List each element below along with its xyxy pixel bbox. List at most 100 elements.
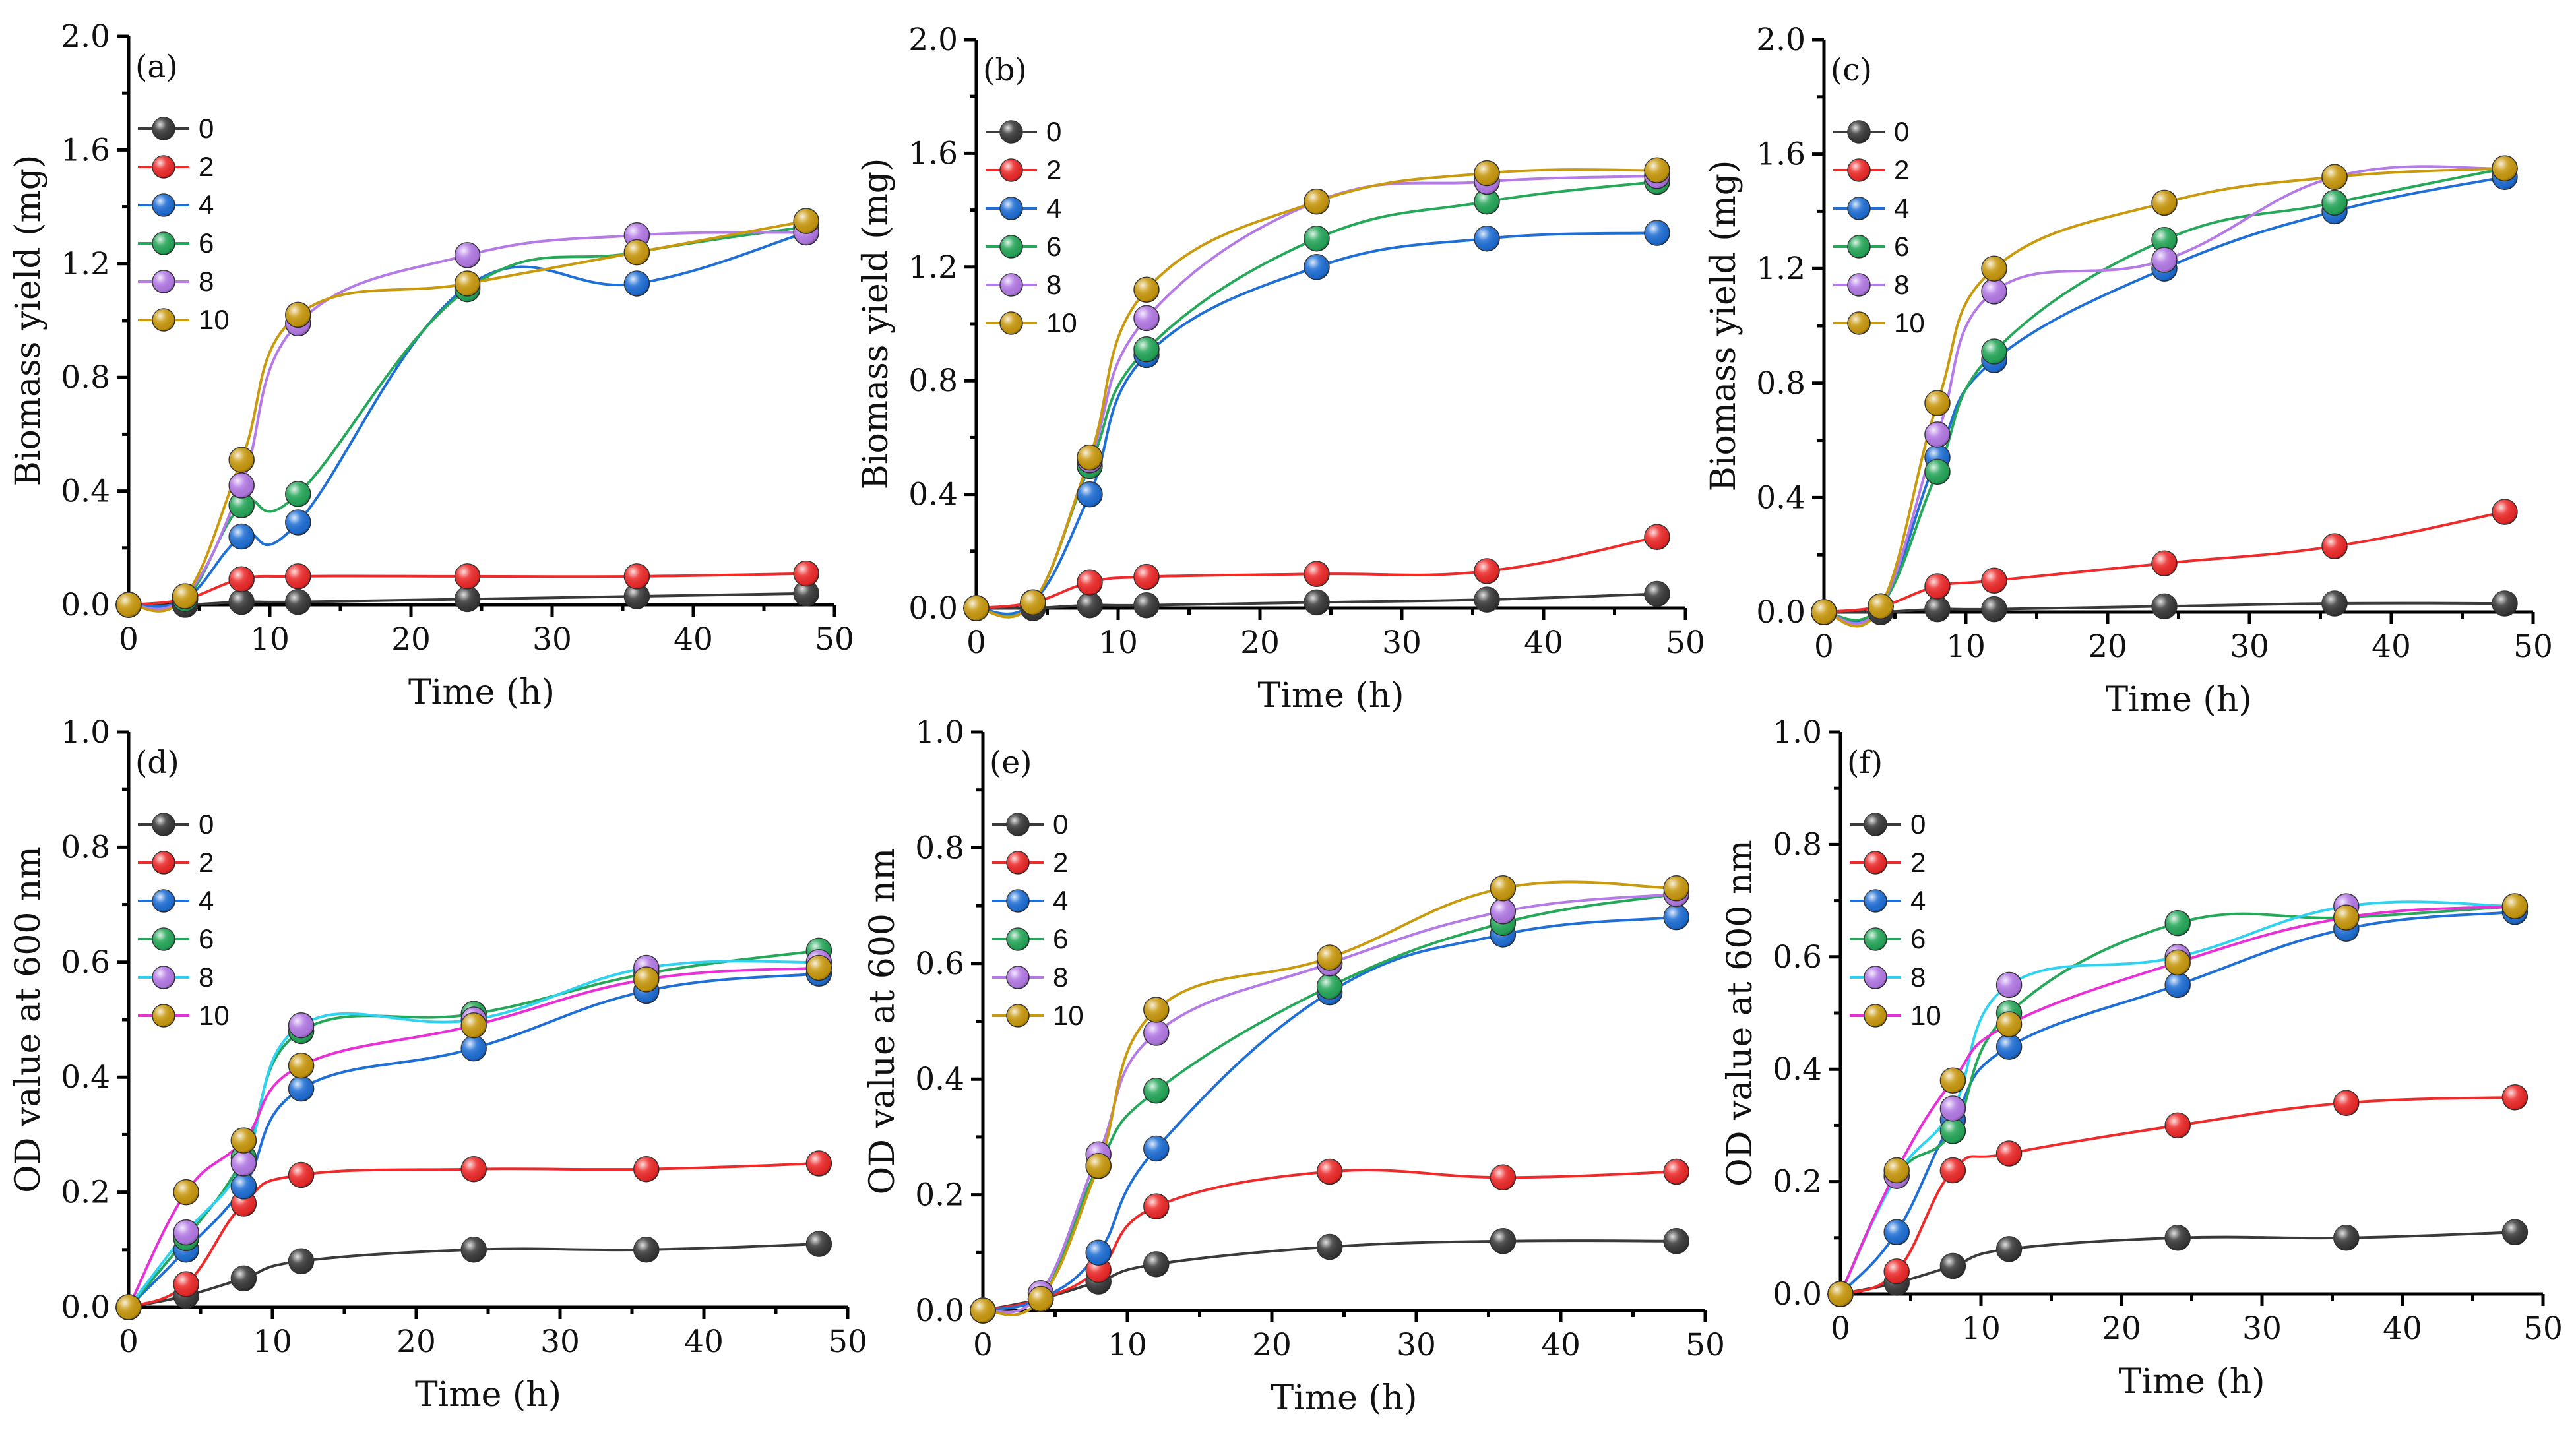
x-tick-label: 10 [250,621,290,658]
series-line-4 [982,915,1677,1312]
data-point-shading [1304,561,1329,587]
data-point-shading [806,955,832,981]
legend-label: 10 [1910,1000,1941,1031]
data-point-shading [1490,1228,1516,1254]
legend-marker-shading [1007,966,1029,989]
legend-marker-shading [1007,1004,1029,1027]
data-point-shading [2322,190,2347,216]
x-tick-label: 40 [2372,629,2411,665]
legend-label: 8 [1910,962,1926,993]
data-point-shading [2152,227,2177,253]
x-axis-title: Time (h) [1258,676,1404,716]
legend-marker-shading [1864,851,1887,874]
data-point-shading [2152,247,2177,273]
legend-marker-shading [1000,197,1022,220]
data-point-shading [964,596,989,621]
data-point-shading [455,270,480,296]
legend-marker-shading [1864,928,1887,950]
legend-marker-shading [1848,121,1870,143]
legend-marker-shading [152,117,175,140]
data-point-shading [1982,596,2007,622]
series-line-0 [128,592,807,607]
y-axis-title: Biomass yield (mg) [1704,160,1744,492]
legend-label: 2 [1894,154,1909,185]
x-tick-label: 40 [1524,625,1563,661]
data-point-shading [173,1219,199,1245]
data-point-shading [1304,590,1329,615]
data-point-shading [461,1156,487,1182]
legend-label: 0 [199,809,214,840]
y-tick-label: 0.0 [908,590,958,627]
data-point-shading [2322,164,2347,190]
legend-label: 6 [1053,923,1068,954]
data-point-shading [1304,189,1329,214]
data-point-shading [1925,573,1950,599]
x-tick-label: 50 [1666,625,1705,661]
legend-label: 4 [199,885,214,916]
x-axis-title: Time (h) [408,673,555,712]
data-point-shading [1884,1157,1910,1183]
y-tick-label: 1.0 [915,714,964,751]
legend-marker-shading [152,851,175,874]
legend-marker-shading [1000,235,1022,258]
data-point-shading [1317,1234,1342,1260]
data-point-shading [1077,570,1102,596]
x-tick-label: 30 [540,1324,580,1360]
series-line-0 [1840,1231,2515,1295]
data-point-shading [285,589,311,615]
data-point-shading [2333,1225,2359,1250]
data-point-shading [806,1151,832,1176]
legend-label: 2 [199,151,214,182]
y-tick-label: 0.2 [915,1177,964,1214]
data-point-shading [461,1012,487,1038]
data-point-shading [1884,1258,1910,1284]
data-point-shading [2152,594,2177,619]
data-point-shading [231,1151,257,1176]
data-point-shading [1028,1286,1053,1312]
legend-label: 6 [1894,231,1909,262]
data-point-shading [633,1237,659,1262]
data-point-shading [1982,339,2007,365]
data-point-shading [1996,972,2022,998]
panel-label: (b) [983,52,1027,88]
data-point-shading [1940,1157,1966,1183]
data-point-shading [1645,581,1670,607]
x-tick-label: 30 [1382,625,1422,661]
data-point-shading [288,1162,314,1188]
data-point-shading [2165,950,2191,975]
data-point-shading [229,524,255,549]
data-point-shading [2322,534,2347,559]
y-tick-label: 0.0 [61,587,110,623]
x-axis-title: Time (h) [415,1375,561,1415]
series-line-2 [128,572,807,606]
legend-marker-shading [1007,890,1029,912]
legend-label: 10 [1046,307,1077,338]
y-tick-label: 0.4 [61,474,110,510]
data-point-shading [1021,590,1046,615]
x-tick-label: 50 [815,621,854,658]
legend-marker-shading [152,309,175,331]
y-tick-label: 2.0 [908,22,958,58]
x-tick-label: 40 [1541,1327,1581,1363]
legend-label: 0 [1046,116,1061,147]
x-axis-title: Time (h) [2119,1362,2265,1402]
data-point-shading [1664,1159,1689,1185]
legend-label: 2 [1910,847,1926,878]
data-point-shading [2502,1084,2528,1110]
data-point-shading [1474,226,1499,251]
data-point-shading [1474,160,1499,186]
legend-marker-shading [152,156,175,178]
legend-label: 4 [1053,885,1068,916]
data-point-shading [1134,277,1159,303]
data-point-shading [794,561,819,586]
y-tick-label: 0.0 [915,1293,964,1329]
data-point-shading [1868,594,1893,619]
legend-label: 6 [199,228,214,259]
data-point-shading [2333,905,2359,931]
data-point-shading [1664,875,1689,901]
data-point-shading [1134,592,1159,618]
x-tick-label: 40 [674,621,713,658]
y-tick-label: 0.8 [61,359,110,396]
data-point-shading [461,1035,487,1061]
